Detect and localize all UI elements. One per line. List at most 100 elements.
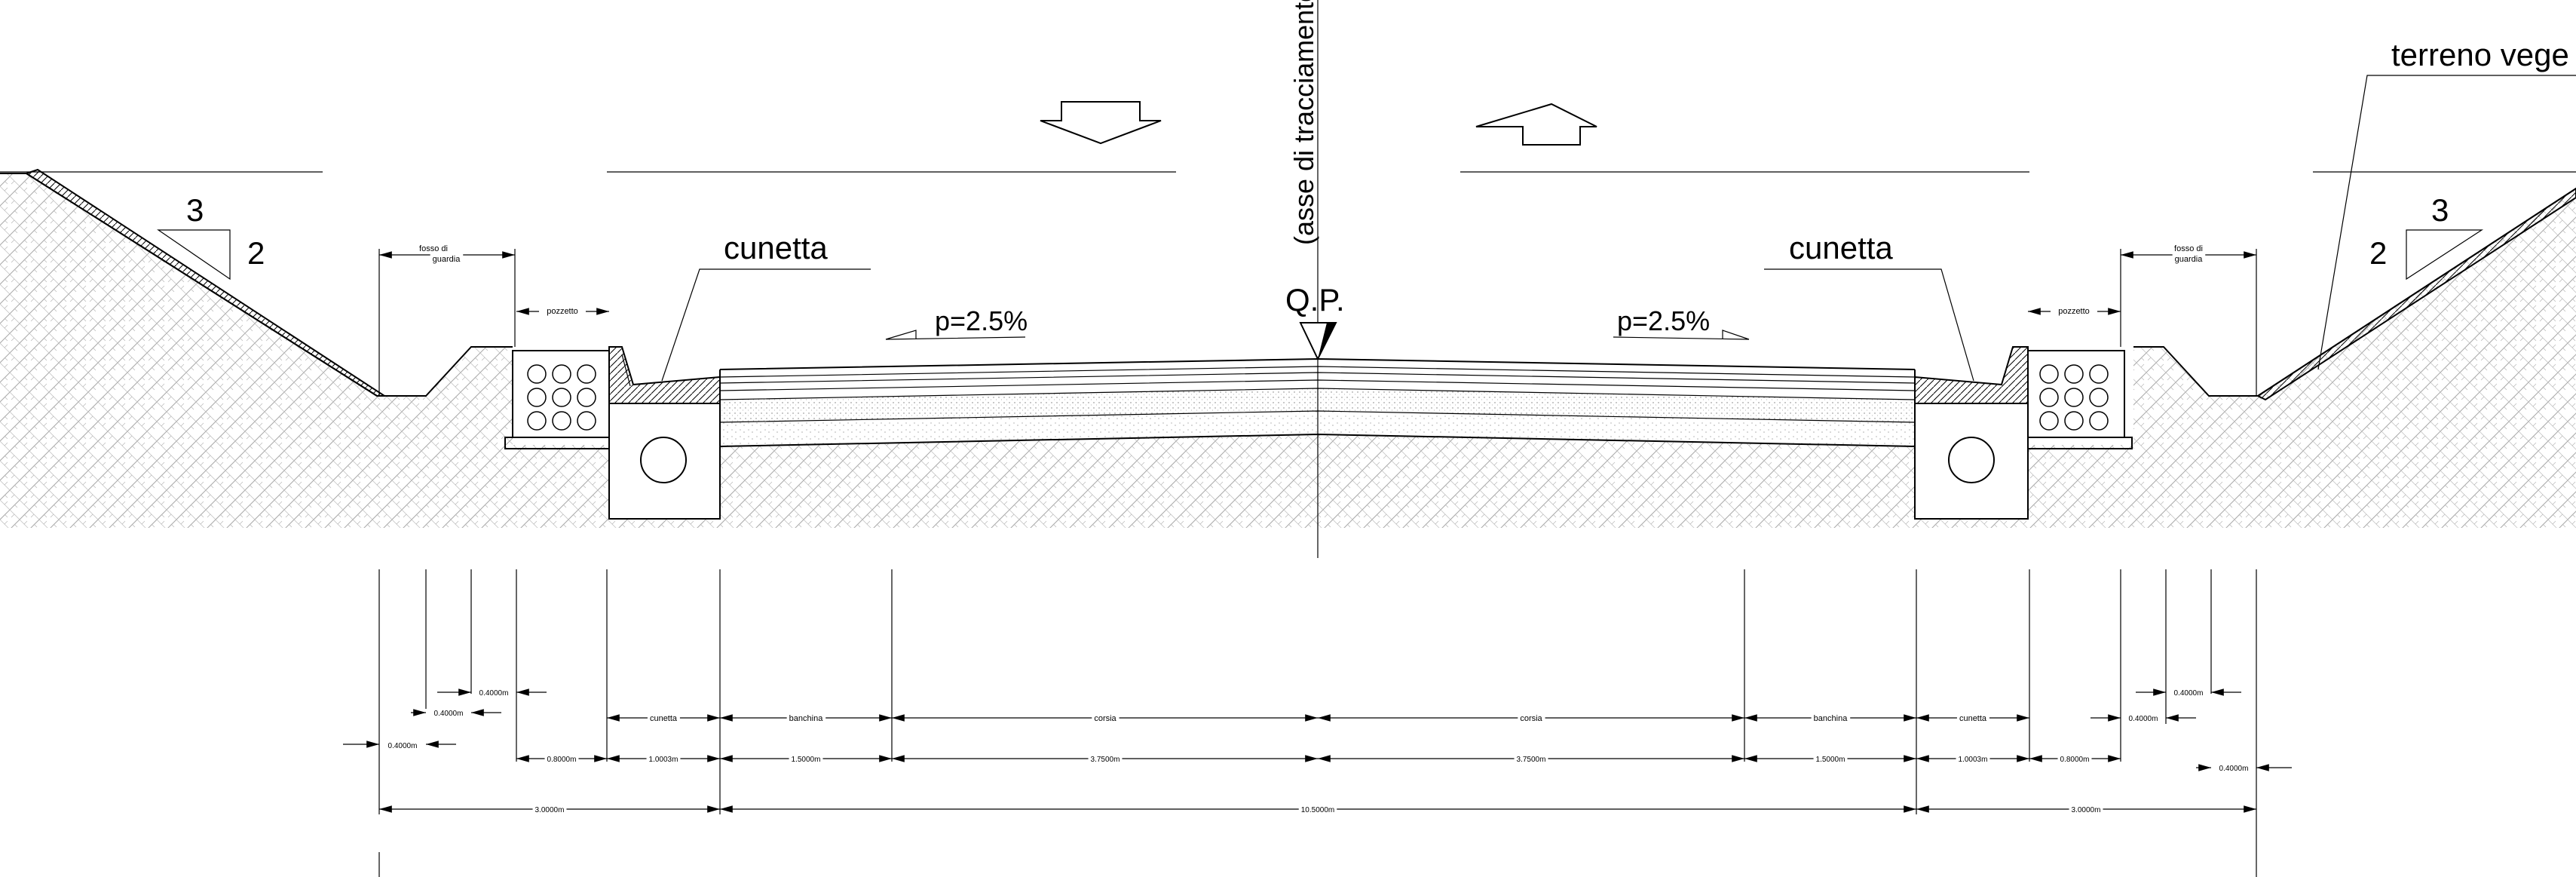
drain-box-left bbox=[504, 350, 721, 520]
svg-text:banchina: banchina bbox=[789, 714, 824, 723]
label-knockout bbox=[789, 755, 823, 765]
slope-strip-right bbox=[2256, 187, 2576, 401]
slope-ratio-left: 3 2 bbox=[157, 192, 265, 281]
svg-text:0.4000m: 0.4000m bbox=[2219, 765, 2249, 773]
drain-box-right bbox=[1914, 350, 2133, 520]
dim-small-right: 0.4000m 0.4000m 0.4000m bbox=[2091, 688, 2292, 774]
axis-label: (asse di tracciamento) bbox=[1288, 0, 1319, 245]
label-knockout bbox=[417, 244, 450, 254]
terrain-fill bbox=[0, 173, 2576, 528]
label-knockout bbox=[2057, 755, 2092, 765]
svg-text:pozzetto: pozzetto bbox=[547, 307, 578, 316]
label-knockout bbox=[2171, 688, 2206, 698]
label-knockout bbox=[2216, 764, 2251, 774]
label-knockout bbox=[1514, 755, 1548, 765]
svg-text:3.0000m: 3.0000m bbox=[2072, 806, 2101, 814]
slope-label-left: p=2.5% bbox=[885, 305, 1028, 340]
label-knockout bbox=[431, 709, 466, 719]
label-knockout bbox=[2069, 805, 2103, 815]
svg-text:1.0003m: 1.0003m bbox=[649, 756, 678, 764]
svg-text:terreno vege: terreno vege bbox=[2391, 37, 2569, 72]
cunetta-label-left: cunetta bbox=[661, 230, 871, 382]
svg-text:1.5000m: 1.5000m bbox=[1816, 756, 1845, 764]
svg-text:fosso di: fosso di bbox=[2174, 244, 2203, 253]
svg-text:cunetta: cunetta bbox=[724, 230, 828, 265]
pozzetto-right: pozzetto bbox=[2028, 305, 2121, 317]
label-knockout bbox=[786, 713, 826, 724]
svg-text:0.4000m: 0.4000m bbox=[2129, 715, 2158, 723]
label-knockout bbox=[2172, 254, 2206, 265]
label-knockout bbox=[1956, 713, 1989, 724]
svg-text:0.4000m: 0.4000m bbox=[434, 710, 464, 718]
label-knockout bbox=[1956, 755, 1990, 765]
slope-ratio-right: 3 2 bbox=[2369, 192, 2484, 281]
svg-text:guardia: guardia bbox=[433, 255, 461, 264]
fosso-left: fosso di guardia bbox=[378, 244, 516, 396]
dim-row-3: 3.0000m 10.5000m 3.0000m bbox=[379, 805, 2256, 815]
terrain-label: terreno vege bbox=[2317, 37, 2576, 370]
svg-text:3.7500m: 3.7500m bbox=[1091, 756, 1120, 764]
label-knockout bbox=[2126, 714, 2161, 724]
svg-text:0.4000m: 0.4000m bbox=[2174, 689, 2204, 698]
svg-text:p=2.5%: p=2.5% bbox=[935, 305, 1028, 336]
extension-lines bbox=[378, 569, 2257, 877]
dim-row-1: cunetta banchina corsia corsia banchina … bbox=[607, 713, 2029, 724]
svg-text:p=2.5%: p=2.5% bbox=[1617, 305, 1710, 336]
svg-text:0.8000m: 0.8000m bbox=[547, 756, 577, 764]
svg-text:2: 2 bbox=[2369, 235, 2387, 271]
label-knockout bbox=[532, 805, 567, 815]
svg-text:corsia: corsia bbox=[1094, 714, 1116, 723]
label-knockout bbox=[544, 306, 580, 317]
slope-strip-left bbox=[24, 168, 387, 397]
label-knockout bbox=[1813, 755, 1848, 765]
svg-text:0.4000m: 0.4000m bbox=[479, 689, 509, 698]
cunetta-left bbox=[608, 346, 721, 404]
svg-text:guardia: guardia bbox=[2175, 255, 2204, 264]
slope-label-right: p=2.5% bbox=[1613, 305, 1750, 340]
label-knockout bbox=[647, 713, 680, 724]
pozzetto-left: pozzetto bbox=[516, 305, 609, 317]
svg-text:banchina: banchina bbox=[1814, 714, 1849, 723]
label-knockout bbox=[1092, 713, 1120, 724]
svg-text:3.0000m: 3.0000m bbox=[535, 806, 565, 814]
direction-arrow-down bbox=[1040, 101, 1162, 145]
svg-text:fosso di: fosso di bbox=[419, 244, 448, 253]
svg-text:3: 3 bbox=[2431, 192, 2449, 228]
svg-text:0.4000m: 0.4000m bbox=[388, 742, 418, 750]
svg-text:2: 2 bbox=[247, 235, 265, 271]
drain-holes-left bbox=[527, 364, 596, 431]
label-knockout bbox=[1088, 755, 1123, 765]
label-knockout bbox=[430, 254, 464, 265]
svg-text:pozzetto: pozzetto bbox=[2058, 307, 2090, 316]
label-knockout bbox=[646, 755, 681, 765]
label-knockout bbox=[2056, 306, 2092, 317]
svg-text:1.5000m: 1.5000m bbox=[792, 756, 821, 764]
label-knockout bbox=[2172, 244, 2205, 254]
label-knockout bbox=[544, 755, 579, 765]
qp-label: Q.P. bbox=[1285, 282, 1345, 317]
svg-text:cunetta: cunetta bbox=[1789, 230, 1893, 265]
cunetta-right bbox=[1914, 346, 2029, 404]
svg-text:1.0003m: 1.0003m bbox=[1959, 756, 1988, 764]
label-knockout bbox=[1811, 713, 1851, 724]
label-knockout bbox=[476, 688, 511, 698]
cunetta-label-right: cunetta bbox=[1764, 230, 1974, 382]
label-knockout bbox=[1298, 805, 1337, 815]
slope-strips bbox=[24, 168, 2576, 401]
pipe-circle-left bbox=[640, 437, 687, 483]
pipe-circle-right bbox=[1948, 437, 1995, 483]
label-knockout bbox=[385, 741, 420, 751]
svg-text:cunetta: cunetta bbox=[1959, 714, 1987, 723]
label-knockout bbox=[1518, 713, 1545, 724]
dim-small-left: 0.4000m 0.4000m 0.4000m bbox=[343, 688, 547, 751]
direction-arrow-up bbox=[1475, 103, 1597, 146]
svg-text:10.5000m: 10.5000m bbox=[1301, 806, 1334, 814]
svg-text:cunetta: cunetta bbox=[650, 714, 678, 723]
fosso-right: fosso di guardia bbox=[2120, 244, 2257, 396]
drain-holes-right bbox=[2039, 364, 2109, 431]
dim-row-2: 0.8000m 1.0003m 1.5000m 3.7500m 3.7500m … bbox=[516, 755, 2121, 765]
svg-text:corsia: corsia bbox=[1520, 714, 1542, 723]
svg-text:0.8000m: 0.8000m bbox=[2060, 756, 2090, 764]
svg-text:3.7500m: 3.7500m bbox=[1517, 756, 1546, 764]
